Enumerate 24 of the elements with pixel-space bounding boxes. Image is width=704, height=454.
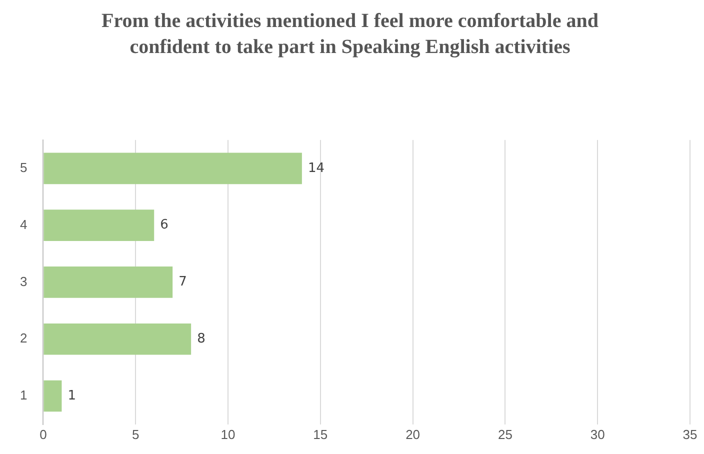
bar — [44, 210, 154, 241]
y-tick-label: 5 — [20, 160, 28, 176]
x-tick-label: 5 — [132, 426, 140, 442]
y-tick-label: 1 — [20, 388, 28, 403]
y-tick-label: 3 — [20, 274, 28, 289]
x-tick-label: 0 — [40, 426, 47, 442]
data-label: 1 — [68, 388, 76, 404]
x-tick-label: 30 — [590, 426, 605, 442]
x-tick-label: 20 — [406, 426, 420, 442]
y-tick-label: 2 — [20, 330, 28, 346]
x-tick-label: 15 — [313, 426, 328, 442]
bar — [44, 323, 192, 355]
chart-title: From the activities mentioned I feel more comfortable and confident to take part in Speaking English activities — [100, 9, 600, 60]
data-label: 14 — [308, 160, 324, 176]
data-label: 6 — [160, 218, 168, 233]
bar — [44, 152, 302, 184]
x-tick-label: 10 — [220, 426, 236, 442]
y-tick-label: 4 — [20, 216, 28, 232]
x-tick-label: 35 — [682, 426, 698, 442]
data-label: 7 — [178, 274, 187, 290]
data-label: 8 — [197, 331, 206, 346]
bar — [44, 380, 62, 412]
bar — [44, 266, 173, 298]
x-tick-label: 25 — [498, 426, 512, 442]
